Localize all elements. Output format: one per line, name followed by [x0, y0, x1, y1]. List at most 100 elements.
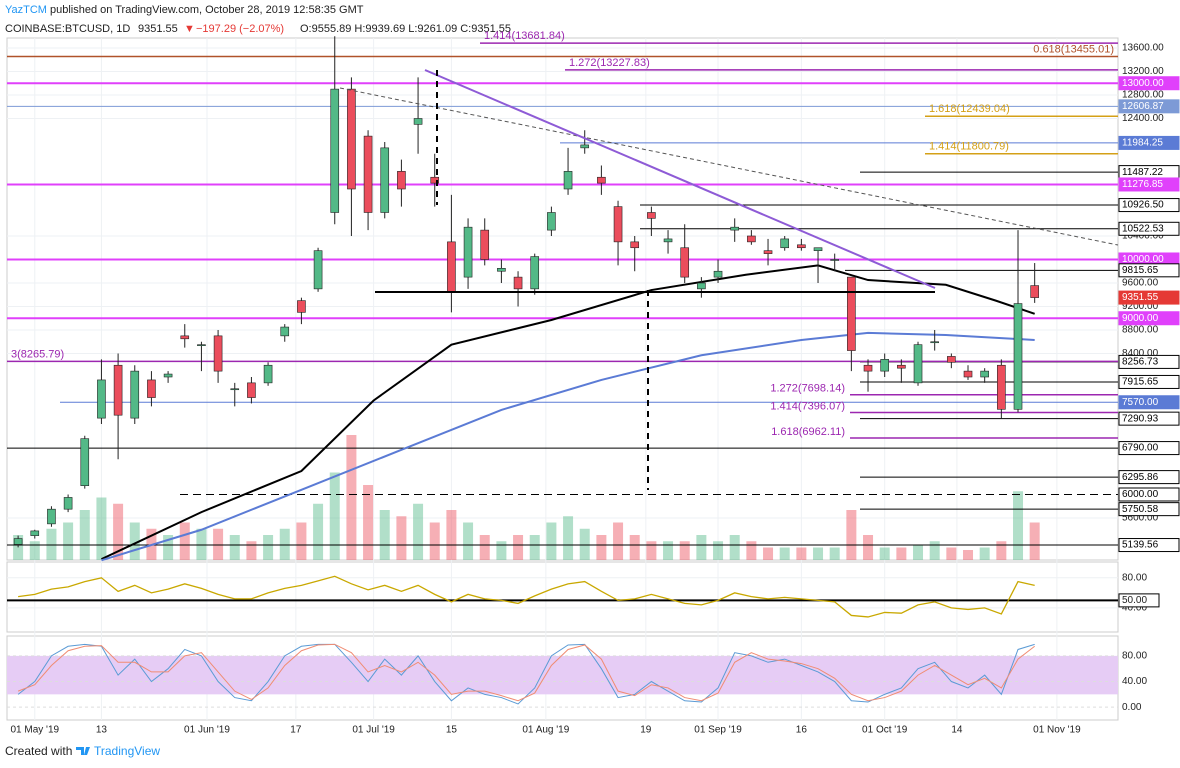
candle-body	[280, 326, 290, 337]
candle-body	[497, 268, 506, 272]
volume-bar	[546, 522, 557, 560]
moving-average	[101, 264, 1036, 561]
candle-body	[863, 364, 873, 372]
y-tick-label: 0.00	[1122, 702, 1142, 713]
volume-bar	[463, 522, 474, 560]
author[interactable]: YazTCM	[5, 4, 47, 16]
x-tick-label: 16	[796, 725, 808, 736]
candle-body	[780, 238, 790, 249]
y-tick-label: 40.00	[1122, 676, 1147, 687]
candle-body	[447, 241, 456, 293]
volume-bar	[396, 516, 407, 560]
candle-body	[113, 364, 123, 416]
candle-body	[147, 379, 156, 398]
level-label: 7570.00	[1122, 397, 1159, 408]
x-tick-label: 15	[446, 725, 458, 736]
volume-bar	[646, 541, 657, 560]
level-box	[1118, 487, 1180, 502]
x-tick-label: 01 May '19	[10, 725, 59, 736]
volume-bar	[929, 541, 940, 560]
level-box	[1118, 76, 1180, 91]
level-label: 10000.00	[1122, 254, 1164, 265]
volume-bar	[363, 485, 374, 560]
volume-bar	[996, 541, 1007, 560]
change-arrow: ▼	[184, 23, 195, 35]
candle-body	[430, 176, 440, 184]
level-box	[1118, 593, 1160, 608]
candle-body	[847, 276, 856, 351]
footer-brand[interactable]: TradingView	[94, 744, 160, 758]
volume-bar	[313, 503, 324, 560]
volume-bar	[329, 472, 340, 560]
volume-bar	[863, 535, 874, 560]
volume-bar	[96, 497, 107, 560]
level-label: 6000.00	[1122, 489, 1159, 500]
level-label: 7290.93	[1122, 413, 1159, 424]
candle-body	[947, 356, 956, 363]
stoch-band	[7, 655, 1118, 695]
candle-body	[463, 226, 473, 278]
volume-bar	[479, 535, 490, 560]
level-label: 12606.87	[1122, 101, 1164, 112]
volume-bar	[496, 541, 507, 560]
rsi-line	[18, 575, 1035, 618]
volume-bar	[979, 547, 990, 560]
ohlc: O:9555.89 H:9939.69 L:9261.09 C:9351.55	[300, 23, 511, 35]
level-label: 7915.65	[1122, 377, 1159, 388]
x-tick-label: 17	[290, 725, 302, 736]
symbol: COINBASE:BTCUSD, 1D	[5, 23, 130, 35]
level-box	[1118, 221, 1180, 236]
volume-bar	[213, 528, 224, 560]
moving-average	[101, 331, 1035, 562]
x-tick-label: 01 Jun '19	[184, 725, 230, 736]
candle-body	[997, 364, 1006, 410]
volume-bar	[746, 541, 757, 560]
candle-body	[980, 370, 989, 378]
fib-label: 3(8265.79)	[11, 348, 64, 360]
candle-body	[630, 241, 640, 249]
volume-bar	[596, 535, 607, 560]
logo	[76, 747, 90, 755]
volume-bar	[896, 547, 907, 560]
volume-bar	[663, 541, 674, 560]
volume-bar	[113, 503, 124, 560]
fib-label: 1.618(12439.04)	[929, 103, 1010, 115]
y-tick-label: 5600.00	[1122, 513, 1159, 524]
fib-label: 1.618(6962.11)	[771, 426, 845, 438]
candle-body	[830, 259, 839, 261]
fib-label: 1.414(7396.07)	[770, 400, 845, 412]
candle-body	[163, 373, 173, 378]
fib-label: 1.414(11800.79)	[929, 141, 1009, 153]
candle-body	[897, 364, 906, 369]
candle-body	[213, 335, 223, 372]
volume-bar	[79, 510, 90, 560]
x-tick-label: 01 Nov '19	[1033, 725, 1081, 736]
volume-bar	[296, 522, 307, 560]
volume-bar	[179, 522, 190, 560]
volume-bar	[679, 541, 690, 560]
level-box	[1118, 374, 1180, 389]
volume-bar	[563, 516, 574, 560]
level-label: 50.00	[1122, 595, 1147, 606]
candle-body	[913, 344, 923, 384]
x-tick-label: 01 Jul '19	[352, 725, 395, 736]
candle-body	[563, 171, 573, 190]
volume-bar	[963, 550, 974, 560]
candle-body	[313, 250, 323, 290]
footer-created: Created with	[5, 744, 72, 758]
volume-bar	[429, 522, 440, 560]
candle-body	[97, 379, 106, 419]
stoch-line	[17, 643, 1035, 702]
candle-body	[413, 118, 423, 125]
volume-bar	[796, 547, 807, 560]
volume-bar	[613, 522, 624, 560]
volume-bar	[279, 528, 290, 560]
volume-bar	[696, 535, 707, 560]
level-label: 9000.00	[1122, 313, 1159, 324]
volume-bar	[63, 522, 74, 560]
candle-body	[647, 212, 656, 219]
fib-label: 1.414(13681.84)	[484, 30, 565, 42]
candle-body	[80, 438, 90, 486]
